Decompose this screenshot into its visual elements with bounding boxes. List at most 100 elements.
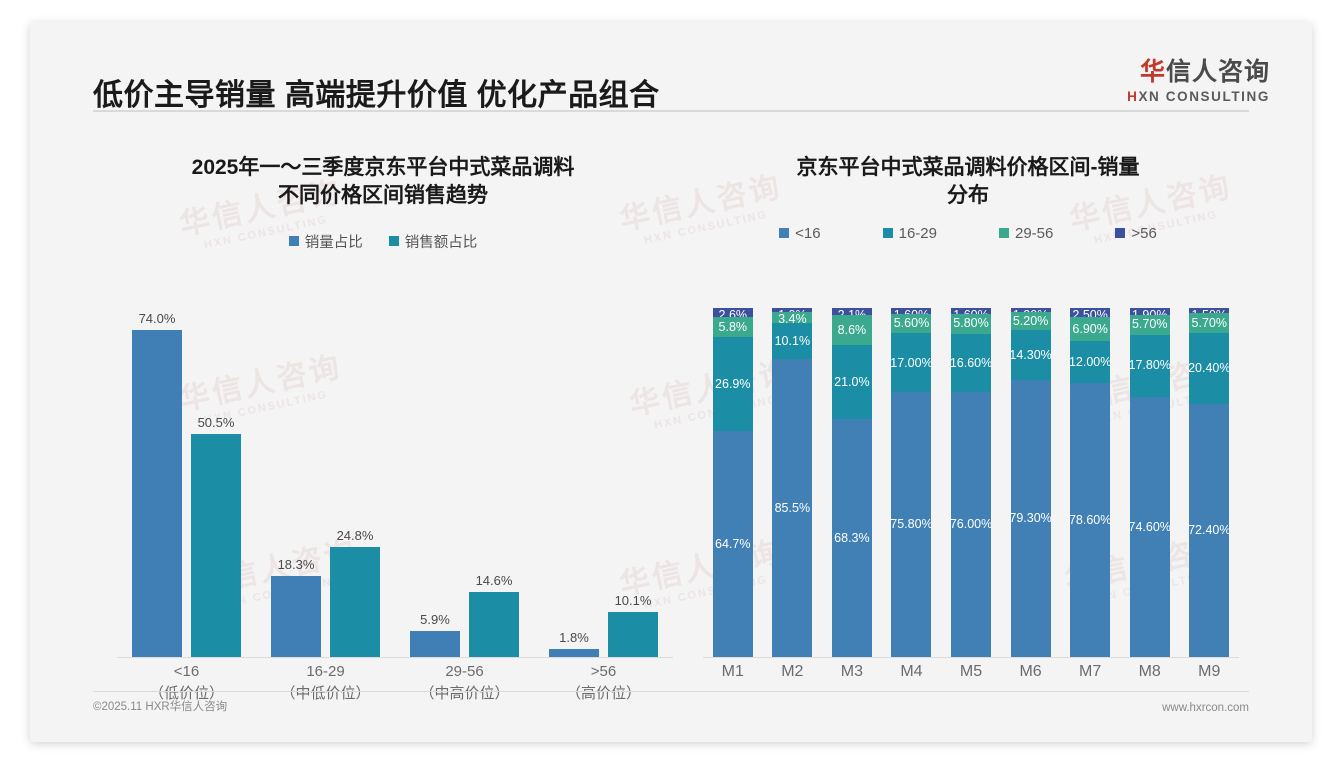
left-chart-group: 1.8% 10.1% (534, 303, 673, 657)
right-chart-stack: 1.50%5.70%20.40%72.40% (1189, 308, 1230, 657)
right-chart-stack: 1.20%5.20%14.30%79.30% (1010, 308, 1051, 657)
right-chart-segment[interactable]: 17.00% (891, 333, 932, 393)
right-chart-segment[interactable]: 8.6% (831, 315, 872, 346)
left-chart-category-label: <16 （低价位） (117, 661, 256, 705)
right-chart-segment[interactable]: 5.80% (951, 313, 992, 334)
right-chart-segment[interactable]: 14.30% (1010, 330, 1051, 381)
right-chart-segment[interactable]: 75.80% (891, 392, 932, 657)
logo-en-rest: XN CONSULTING (1138, 89, 1270, 104)
right-chart-segment[interactable]: 2.1% (831, 308, 872, 321)
right-chart-column: 2.1% 8.6% 21.0% 68.3% (822, 308, 882, 657)
left-chart-bar-wrapper: 24.8% (330, 303, 380, 657)
right-chart-segment-label: 5.20% (1012, 314, 1049, 329)
legend-item-29-56[interactable]: 29-56 (999, 225, 1053, 242)
right-chart-segment[interactable]: 20.40% (1189, 333, 1230, 405)
legend-item-lt16[interactable]: <16 (779, 224, 821, 242)
right-chart-segment[interactable]: 68.3% (831, 418, 872, 657)
left-chart-bar[interactable] (608, 612, 658, 657)
right-chart-segment-label: 85.5% (774, 500, 811, 515)
right-chart-segment[interactable]: 6.90% (1070, 316, 1111, 341)
right-chart-segment[interactable]: 12.00% (1070, 340, 1111, 383)
legend-swatch-icon (288, 236, 299, 247)
right-chart-segment[interactable]: 5.20% (1010, 312, 1051, 331)
right-chart-stack: 2.1% 8.6% 21.0% 68.3% (831, 308, 872, 657)
right-chart-segment-label: 79.30% (1010, 511, 1051, 526)
right-chart-segment-label: 21.0% (834, 374, 870, 389)
right-chart-segment[interactable]: 76.00% (951, 391, 992, 657)
right-chart-segment[interactable]: 64.7% (712, 431, 753, 657)
right-chart-stack: 2.50% 6.90% 12.00% 78.60% (1070, 308, 1111, 657)
legend-item-16-29[interactable]: 16-29 (882, 224, 937, 242)
right-chart-segment[interactable]: 26.9% (712, 337, 753, 432)
right-chart-stacked-columns: 2.6%5.8%26.9%64.7%1.0%3.4%10.1%85.5%2.1%… (703, 308, 1239, 657)
right-chart-category-label: M5 (959, 663, 983, 680)
right-chart-segment[interactable]: 74.60% (1129, 396, 1170, 657)
right-chart-segment[interactable]: 5.8% (712, 317, 753, 338)
right-chart-segment-label: 16.60% (951, 355, 992, 370)
legend-label: 16-29 (898, 224, 937, 242)
logo-accent-char: 华 (1139, 58, 1166, 86)
right-chart-segment-label: 75.80% (891, 517, 932, 532)
legend-item-sales-volume[interactable]: 销量占比 (288, 231, 363, 252)
left-chart-bar[interactable] (132, 329, 182, 657)
right-chart-category-label: M9 (1198, 663, 1221, 680)
left-chart-bar[interactable] (549, 649, 599, 657)
right-chart-segment[interactable]: 78.60% (1070, 382, 1111, 657)
right-chart-segment[interactable]: 1.90% (1129, 308, 1170, 321)
right-chart-segment[interactable]: 72.40% (1189, 404, 1230, 657)
right-chart-segment-label: 64.7% (715, 536, 751, 551)
right-chart-segment-label: 5.8% (718, 319, 748, 334)
category-sublabel: （中高价位） (419, 684, 510, 702)
right-chart-segment[interactable]: 2.50% (1070, 308, 1111, 321)
legend-swatch-icon (779, 228, 790, 239)
legend-swatch-icon (882, 228, 893, 239)
left-chart-bar[interactable] (410, 630, 460, 657)
left-chart-category-labels: <16 （低价位） 16-29 （中低价位） 29-56 （中高价位） >56 （高价位） (117, 661, 673, 705)
legend-item-gt56[interactable]: >56 (1115, 225, 1157, 242)
right-chart-stack: 1.90%5.70% 17.80% 74.60% (1129, 308, 1170, 657)
right-chart-legend: <16 16-29 29-56 >56 (685, 225, 1251, 242)
right-chart-segment[interactable]: 16.60% (951, 333, 992, 392)
left-chart-bar-value-label: 1.8% (559, 630, 589, 646)
left-chart-bar[interactable] (469, 592, 519, 657)
left-chart-category-label: >56 （高价位） (534, 661, 673, 705)
right-chart-segment[interactable]: 2.6% (712, 308, 753, 321)
left-chart-bar-wrapper: 1.8% (549, 303, 599, 657)
right-chart-category-label: M6 (1019, 663, 1042, 680)
category-range: <16 (173, 663, 200, 680)
legend-item-sales-amount[interactable]: 销售额占比 (388, 231, 477, 252)
right-chart-segment[interactable]: 79.30% (1010, 380, 1051, 657)
legend-swatch-icon (388, 236, 399, 247)
left-chart-bar-wrapper: 18.3% (271, 303, 321, 657)
legend-label: 29-56 (1015, 224, 1054, 242)
right-chart-segment-label: 3.4% (778, 311, 807, 326)
right-chart-segment[interactable]: 5.60% (891, 313, 932, 334)
left-chart-category-label: 16-29 （中低价位） (256, 661, 395, 705)
right-chart-segment[interactable]: 10.1% (772, 323, 813, 359)
right-chart-segment[interactable]: 17.80% (1129, 334, 1170, 397)
right-chart-segment-label: 17.00% (891, 355, 932, 370)
right-chart-segment[interactable]: 5.70% (1189, 313, 1230, 334)
right-chart-segment[interactable]: 21.0% (831, 345, 872, 419)
left-chart-panel: 2025年一～三季度京东平台中式菜品调料 不同价格区间销售趋势 销量占比 销售额… (93, 138, 673, 702)
left-chart-bar[interactable] (330, 547, 380, 657)
right-chart-segment-label: 72.40% (1189, 523, 1230, 538)
left-chart-bar-value-label: 74.0% (138, 310, 176, 326)
right-chart-category-label: M7 (1079, 663, 1102, 680)
legend-swatch-icon (999, 228, 1009, 239)
left-chart-bar[interactable] (191, 433, 241, 657)
right-chart-segment-label: 68.3% (834, 530, 870, 545)
right-chart-segment[interactable]: 5.70% (1129, 314, 1170, 335)
footer-copyright: ©2025.11 HXR华信人咨询 (93, 701, 228, 713)
left-chart-bar[interactable] (271, 576, 321, 657)
right-chart-segment[interactable]: 3.4% (772, 311, 813, 326)
category-range: 29-56 (445, 663, 484, 680)
header-divider (93, 110, 1249, 112)
left-chart-title: 2025年一～三季度京东平台中式菜品调料 不同价格区间销售趋势 (93, 138, 673, 211)
right-chart-column: 2.50% 6.90% 12.00% 78.60% (1060, 308, 1120, 657)
legend-label: <16 (795, 224, 821, 242)
right-chart-segment-label: 76.00% (951, 517, 992, 532)
right-chart-segment[interactable]: 85.5% (772, 358, 813, 657)
left-chart-group: 18.3% 24.8% (256, 303, 395, 657)
category-range: >56 (590, 663, 617, 680)
